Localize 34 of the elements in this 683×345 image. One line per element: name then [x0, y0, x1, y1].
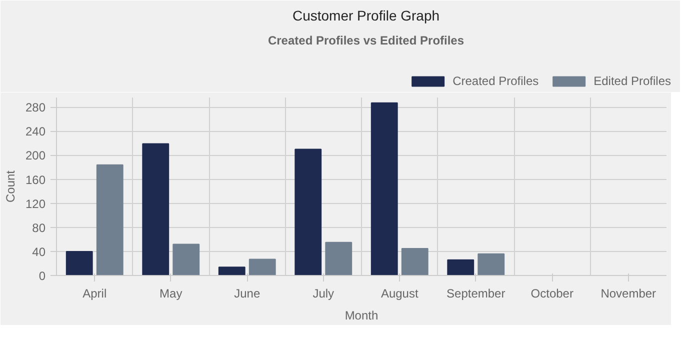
bar — [478, 253, 505, 276]
x-tick-label: May — [160, 286, 182, 300]
y-tick-label: 280 — [25, 100, 46, 115]
x-tick-label: September — [446, 286, 506, 300]
bar — [294, 148, 322, 276]
bar — [401, 248, 428, 276]
y-tick-label: 240 — [25, 124, 46, 139]
bar — [325, 242, 352, 276]
y-axis-title: Count — [3, 170, 18, 203]
y-tick-label: 120 — [25, 196, 46, 211]
y-tick-label: 80 — [32, 220, 46, 235]
x-axis-title: Month — [344, 308, 378, 322]
x-tick-label: April — [82, 286, 107, 300]
legend-label: Created Profiles — [452, 74, 539, 88]
x-tick-label: October — [530, 286, 574, 300]
bar — [172, 244, 200, 276]
y-tick-label: 40 — [32, 244, 46, 259]
bar — [248, 258, 276, 276]
x-tick-label: June — [234, 286, 260, 300]
x-tick-label: July — [312, 286, 334, 300]
bar — [66, 250, 93, 276]
bar — [96, 164, 124, 276]
bar — [218, 266, 246, 276]
bar — [142, 143, 170, 276]
chart-subtitle: Created Profiles vs Edited Profiles — [268, 34, 464, 48]
chart-title: Customer Profile Graph — [292, 8, 440, 24]
y-tick-label: 160 — [25, 172, 46, 187]
bar — [370, 102, 398, 276]
x-tick-label: August — [380, 286, 419, 300]
y-tick-label: 0 — [38, 269, 46, 283]
legend-label: Edited Profiles — [594, 74, 671, 88]
y-tick-label: 200 — [25, 148, 46, 163]
x-tick-label: November — [600, 286, 656, 300]
bar — [447, 259, 474, 276]
